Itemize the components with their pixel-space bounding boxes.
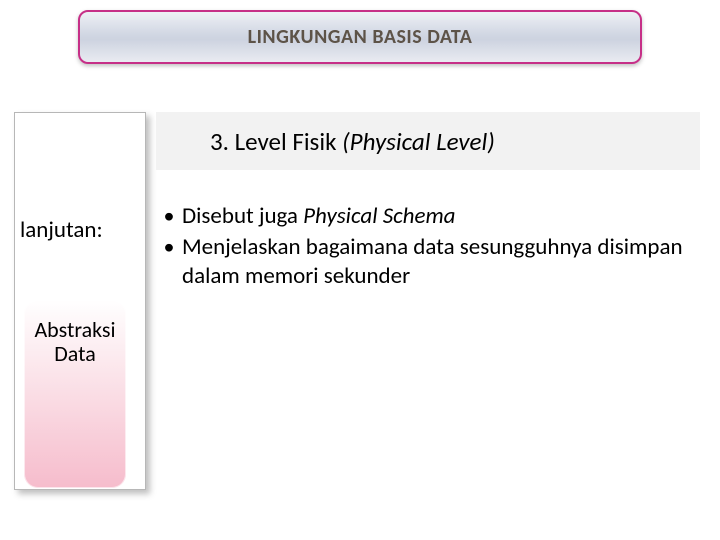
list-item: • Menjelaskan bagaimana data sesungguhny… (156, 233, 700, 291)
bullet-text: Menjelaskan bagaimana data sesungguhnya … (182, 233, 700, 291)
list-item: • Disebut juga Physical Schema (156, 202, 700, 231)
continuation-label: lanjutan: (20, 216, 103, 244)
abstraction-badge: Abstraksi Data (24, 300, 126, 488)
slide: LINGKUNGAN BASIS DATA 3. Level Fisik (Ph… (0, 0, 720, 540)
bullet-pre: Menjelaskan bagaimana data sesungguhnya … (182, 233, 683, 290)
section-heading-plain: 3. Level Fisik (210, 126, 342, 157)
bullet-icon: • (156, 233, 182, 261)
slide-title: LINGKUNGAN BASIS DATA (248, 25, 473, 49)
bullet-pre: Disebut juga (182, 202, 303, 230)
section-heading-box: 3. Level Fisik (Physical Level) (156, 112, 700, 170)
bullet-text: Disebut juga Physical Schema (182, 202, 456, 231)
section-heading: 3. Level Fisik (Physical Level) (210, 126, 495, 157)
bullet-italic: Physical Schema (303, 202, 455, 230)
bullet-icon: • (156, 202, 182, 230)
abstraction-badge-text: Abstraksi Data (24, 318, 126, 366)
bullet-list: • Disebut juga Physical Schema • Menjela… (156, 202, 700, 292)
section-heading-italic: (Physical Level) (342, 126, 495, 157)
slide-title-box: LINGKUNGAN BASIS DATA (78, 10, 642, 64)
